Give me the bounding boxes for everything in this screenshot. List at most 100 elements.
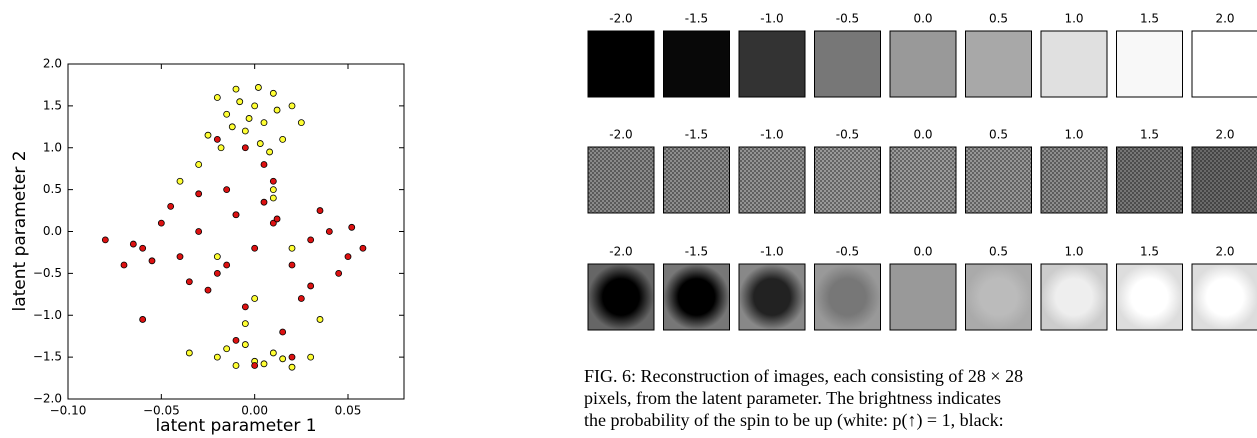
- scatter-point: [205, 132, 211, 138]
- scatter-point: [289, 262, 295, 268]
- scatter-point: [237, 99, 243, 105]
- y-tick-label: 1.0: [43, 140, 62, 154]
- scatter-point: [261, 120, 267, 126]
- panel-label: -1.5: [685, 245, 708, 259]
- scatter-point: [298, 296, 304, 302]
- scatter-point: [345, 254, 351, 260]
- panel-label: 0.5: [989, 12, 1008, 26]
- image-texture: [1117, 147, 1183, 213]
- x-tick-label: −0.10: [50, 404, 87, 418]
- scatter-point: [158, 220, 164, 226]
- scatter-point: [289, 245, 295, 251]
- y-tick-label: −1.5: [33, 350, 62, 364]
- scatter-point: [140, 316, 146, 322]
- scatter-point: [255, 84, 261, 90]
- y-tick-label: 0.5: [43, 182, 62, 196]
- scatter-point: [270, 187, 276, 193]
- panel-label: 2.0: [1215, 245, 1234, 259]
- scatter-point: [102, 237, 108, 243]
- panel-label: -1.5: [685, 128, 708, 142]
- scatter-point: [267, 149, 273, 155]
- scatter-point: [130, 241, 136, 247]
- scatter-point: [233, 337, 239, 343]
- y-tick-label: −2.0: [33, 392, 62, 406]
- scatter-point: [218, 145, 224, 151]
- scatter-point: [336, 270, 342, 276]
- figure: latent parameter 1 latent parameter 2 -2…: [0, 0, 1257, 438]
- scatter-point: [289, 364, 295, 370]
- x-axis-label: latent parameter 1: [155, 416, 316, 436]
- panel-label: -2.0: [609, 12, 632, 26]
- y-tick-label: −1.0: [33, 308, 62, 322]
- scatter-point: [349, 224, 355, 230]
- scatter-point: [149, 258, 155, 264]
- panel-label: 0.0: [913, 12, 932, 26]
- scatter-point: [280, 356, 286, 362]
- caption-line: pixels, from the latent parameter. The b…: [584, 388, 1001, 408]
- scatter-point: [261, 162, 267, 168]
- scatter-point: [214, 354, 220, 360]
- scatter-point: [298, 120, 304, 126]
- scatter-point: [280, 329, 286, 335]
- y-axis-label: latent parameter 2: [10, 150, 30, 311]
- panel-label: 2.0: [1215, 12, 1234, 26]
- scatter-point: [252, 245, 258, 251]
- image-panel: [1041, 264, 1107, 330]
- scatter-point: [242, 128, 248, 134]
- x-tick-label: 0.00: [241, 404, 268, 418]
- image-panel: [1192, 264, 1257, 330]
- panel-label: 1.0: [1064, 245, 1083, 259]
- scatter-point: [224, 346, 230, 352]
- image-panel: [739, 264, 805, 330]
- y-tick-label: −0.5: [33, 266, 62, 280]
- scatter-point: [270, 178, 276, 184]
- scatter-point: [229, 124, 235, 130]
- scatter-point: [214, 95, 220, 101]
- image-panel: [1192, 31, 1257, 97]
- scatter-point: [261, 199, 267, 205]
- scatter-point: [270, 195, 276, 201]
- scatter-point: [242, 321, 248, 327]
- scatter-point: [168, 203, 174, 209]
- image-panel: [966, 31, 1032, 97]
- scatter-point: [242, 342, 248, 348]
- panel-label: 1.5: [1140, 12, 1159, 26]
- panel-label: -2.0: [609, 128, 632, 142]
- scatter-point: [205, 287, 211, 293]
- scatter-point: [177, 178, 183, 184]
- scatter-point: [246, 115, 252, 121]
- y-tick-label: 1.5: [43, 98, 62, 112]
- scatter-point: [224, 187, 230, 193]
- plot-frame: [68, 64, 404, 399]
- scatter-point: [196, 162, 202, 168]
- scatter-point: [177, 254, 183, 260]
- image-texture: [890, 147, 956, 213]
- scatter-point: [121, 262, 127, 268]
- panel-label: 1.0: [1064, 12, 1083, 26]
- image-panel: [739, 31, 805, 97]
- scatter-point: [242, 304, 248, 310]
- scatter-point: [214, 136, 220, 142]
- panel-label: -2.0: [609, 245, 632, 259]
- panel-label: -1.5: [685, 12, 708, 26]
- scatter-point: [224, 111, 230, 117]
- x-tick-label: 0.05: [335, 404, 362, 418]
- scatter-point: [233, 212, 239, 218]
- scatter-point: [360, 245, 366, 251]
- caption-line: the probability of the spin to be up (wh…: [584, 410, 1004, 431]
- image-panel: [815, 264, 881, 330]
- scatter-point: [233, 86, 239, 92]
- panel-label: -0.5: [836, 128, 859, 142]
- panel-label: 1.0: [1064, 128, 1083, 142]
- scatter-point: [252, 296, 258, 302]
- scatter-point: [252, 103, 258, 109]
- scatter-point: [214, 254, 220, 260]
- image-panel: [966, 264, 1032, 330]
- scatter-point: [214, 270, 220, 276]
- scatter-point: [270, 350, 276, 356]
- scatter-point: [274, 216, 280, 222]
- scatter-point: [140, 245, 146, 251]
- image-panel: [815, 31, 881, 97]
- scatter-point: [308, 354, 314, 360]
- scatter-point: [289, 354, 295, 360]
